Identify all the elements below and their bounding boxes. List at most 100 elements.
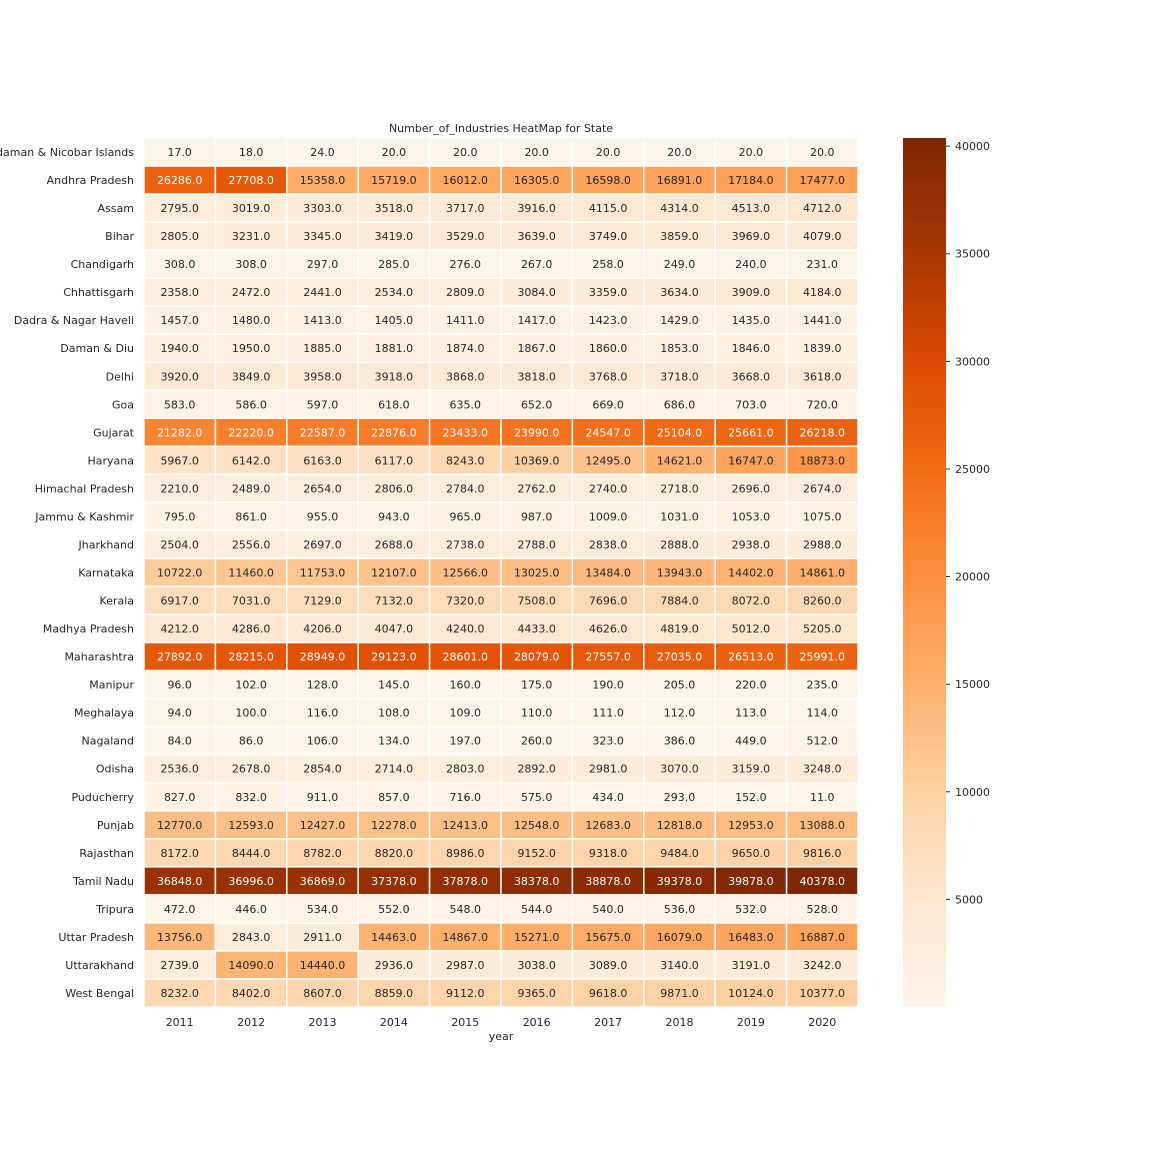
heatmap-cell (286, 333, 359, 364)
heatmap-cell-label: 11460.0 (228, 567, 274, 580)
heatmap-cell (500, 697, 574, 728)
heatmap-cell-label: 7508.0 (517, 595, 556, 608)
heatmap-cell-label: 108.0 (378, 707, 410, 720)
heatmap-cell-label: 7129.0 (303, 595, 342, 608)
heatmap-cell (571, 950, 645, 980)
heatmap-cell (643, 305, 716, 335)
y-tick-label: Kerala (100, 595, 135, 608)
heatmap-cell (571, 810, 645, 840)
heatmap-cell (143, 137, 217, 167)
heatmap-cell-label: 2678.0 (232, 763, 271, 776)
heatmap-cell-label: 9152.0 (517, 847, 556, 860)
heatmap-cell (571, 669, 645, 700)
heatmap-cell-label: 7132.0 (375, 595, 414, 608)
heatmap-cell (286, 193, 359, 223)
heatmap-cell-label: 12953.0 (728, 819, 774, 832)
heatmap-cell-label: 14861.0 (800, 567, 846, 580)
heatmap-cell-label: 9112.0 (446, 987, 485, 1000)
heatmap-cell-label: 4047.0 (375, 623, 414, 636)
heatmap-cell-label: 4712.0 (803, 202, 842, 215)
y-tick-label: Chhattisgarh (63, 286, 134, 299)
heatmap-cell-label: 26286.0 (157, 174, 203, 187)
heatmap-cell (500, 669, 574, 700)
heatmap-cell (785, 529, 859, 560)
heatmap-cell (143, 361, 217, 392)
heatmap-cell-label: 18.0 (239, 146, 264, 159)
heatmap-cell-label: 23433.0 (443, 426, 489, 439)
heatmap-cell-label: 27035.0 (657, 651, 703, 664)
heatmap-cell (714, 333, 788, 364)
heatmap-cell (143, 193, 217, 223)
heatmap-cell (500, 613, 574, 644)
heatmap-cell-label: 4513.0 (732, 202, 771, 215)
heatmap-cell (643, 950, 716, 980)
heatmap-cell-label: 249.0 (664, 258, 696, 271)
heatmap-cell-label: 220.0 (735, 679, 767, 692)
heatmap-cell-label: 7696.0 (589, 595, 628, 608)
heatmap-cell-label: 240.0 (735, 258, 767, 271)
heatmap-cell-label: 39878.0 (728, 875, 774, 888)
heatmap-cell-label: 276.0 (450, 258, 482, 271)
heatmap-cell (357, 165, 431, 195)
heatmap-cell-label: 15675.0 (585, 931, 631, 944)
heatmap-cell (714, 277, 788, 307)
heatmap-cell-label: 4314.0 (660, 202, 699, 215)
y-tick-label: Andaman & Nicobar Islands (0, 146, 134, 159)
x-tick-label: 2017 (594, 1016, 622, 1029)
heatmap-cell-label: 28079.0 (514, 651, 560, 664)
heatmap-cell (643, 529, 716, 560)
heatmap-cell-label: 1435.0 (732, 314, 771, 327)
heatmap-cell-label: 11.0 (810, 791, 835, 804)
heatmap-cell-label: 267.0 (521, 258, 553, 271)
heatmap-cell-label: 7031.0 (232, 595, 271, 608)
heatmap-cell-label: 2803.0 (446, 763, 485, 776)
heatmap-cell-label: 540.0 (592, 903, 624, 916)
heatmap-cell-label: 20.0 (382, 146, 407, 159)
heatmap-cell-label: 2358.0 (160, 286, 199, 299)
heatmap-cell (785, 165, 859, 195)
heatmap-cell-label: 1853.0 (660, 342, 699, 355)
heatmap-cell-label: 2806.0 (375, 482, 414, 495)
heatmap-cell-label: 618.0 (378, 398, 410, 411)
heatmap-cell-label: 12495.0 (585, 454, 631, 467)
heatmap-cell-label: 27557.0 (585, 651, 631, 664)
heatmap-cell (714, 950, 788, 980)
heatmap-cell-label: 3916.0 (517, 202, 556, 215)
heatmap-cell (428, 445, 502, 476)
heatmap-cell (571, 529, 645, 560)
heatmap-cell-label: 2504.0 (160, 538, 199, 551)
heatmap-cell (143, 641, 217, 672)
heatmap-cell (643, 249, 716, 279)
heatmap-cell-label: 11753.0 (300, 567, 346, 580)
heatmap-cell-label: 28601.0 (443, 651, 489, 664)
heatmap-cell-label: 12593.0 (228, 819, 274, 832)
heatmap-cell-label: 703.0 (735, 398, 767, 411)
y-tick-label: Rajasthan (79, 847, 134, 860)
heatmap-cell (500, 277, 574, 307)
heatmap-cell-label: 3518.0 (375, 202, 414, 215)
heatmap-cell-label: 2843.0 (232, 931, 271, 944)
heatmap-cell-label: 8172.0 (160, 847, 199, 860)
heatmap-cell (643, 697, 716, 728)
heatmap-cell (714, 725, 788, 756)
heatmap-cell-label: 2938.0 (732, 538, 771, 551)
heatmap-cells: 17.0 18.0 24.0 20.0 20.0 20.0 20.0 20.0 20.0 20.0… (143, 137, 859, 1008)
heatmap-cell-label: 14621.0 (657, 454, 703, 467)
heatmap-cell-label: 293.0 (664, 791, 696, 804)
heatmap-cell-label: 86.0 (239, 735, 264, 748)
heatmap-cell-label: 1480.0 (232, 314, 271, 327)
heatmap-cell-label: 8072.0 (732, 595, 771, 608)
heatmap-cell-label: 14090.0 (228, 959, 274, 972)
heatmap-cell (785, 137, 859, 167)
heatmap-cell-label: 1417.0 (517, 314, 556, 327)
heatmap-cell (714, 613, 788, 644)
heatmap-cell-label: 17477.0 (800, 174, 846, 187)
heatmap-cell-label: 36848.0 (157, 875, 203, 888)
x-tick-labels: 2011 2012 2013 2014 2015 2016 2017 2018 2019 2020 (166, 1016, 837, 1029)
heatmap-cell (143, 669, 217, 700)
heatmap-cell (286, 669, 359, 700)
heatmap-cell (714, 753, 788, 784)
y-tick-label: Manipur (89, 679, 134, 692)
heatmap-cell (643, 725, 716, 756)
heatmap-cell-label: 536.0 (664, 903, 696, 916)
